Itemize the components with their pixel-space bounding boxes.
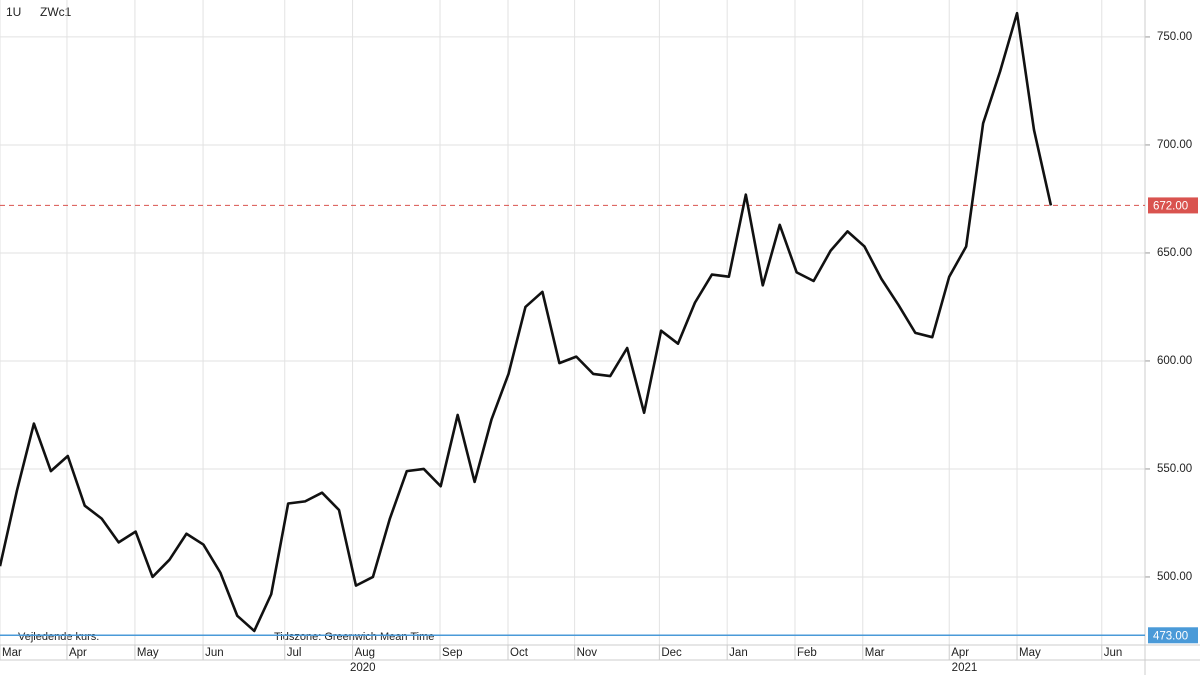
symbol: ZWc1 <box>40 5 72 19</box>
x-tick-label: May <box>1019 647 1041 659</box>
x-tick-label: Mar <box>865 647 885 659</box>
x-tick-label: May <box>137 647 159 659</box>
reference-label-box <box>1148 197 1198 214</box>
x-tick-label: Apr <box>69 647 87 659</box>
x-tick-label: Apr <box>951 647 969 659</box>
x-tick-label: Jun <box>205 647 224 659</box>
x-tick-label: Mar <box>2 647 22 659</box>
reference-label: 473.00 <box>1153 630 1188 642</box>
x-tick-label: Jul <box>287 647 302 659</box>
x-tick-label: Oct <box>510 647 529 659</box>
y-tick-label: 600.00 <box>1157 355 1192 367</box>
x-tick-label: Jun <box>1104 647 1123 659</box>
instrument: 1U <box>6 5 21 19</box>
y-tick-label: 750.00 <box>1157 31 1192 43</box>
x-tick-label: Dec <box>661 647 682 659</box>
reference-label: 672.00 <box>1153 200 1188 212</box>
x-tick-label: Feb <box>797 647 817 659</box>
price-line <box>0 11 1053 633</box>
note: Vejledende kurs. <box>18 631 99 643</box>
x-tick-label: Sep <box>442 647 462 659</box>
x-tick-label: Jan <box>729 647 748 659</box>
y-tick-label: 650.00 <box>1157 247 1192 259</box>
year-label: 2020 <box>350 662 376 674</box>
year-label: 2021 <box>952 662 978 674</box>
y-tick-label: 700.00 <box>1157 139 1192 151</box>
y-tick-label: 500.00 <box>1157 571 1192 583</box>
reference-label-box <box>1148 627 1198 644</box>
x-tick-label: Aug <box>355 647 375 659</box>
x-tick-label: Nov <box>577 647 598 659</box>
y-tick-label: 550.00 <box>1157 463 1192 475</box>
timezone: Tidszone: Greenwich Mean Time <box>274 631 434 643</box>
